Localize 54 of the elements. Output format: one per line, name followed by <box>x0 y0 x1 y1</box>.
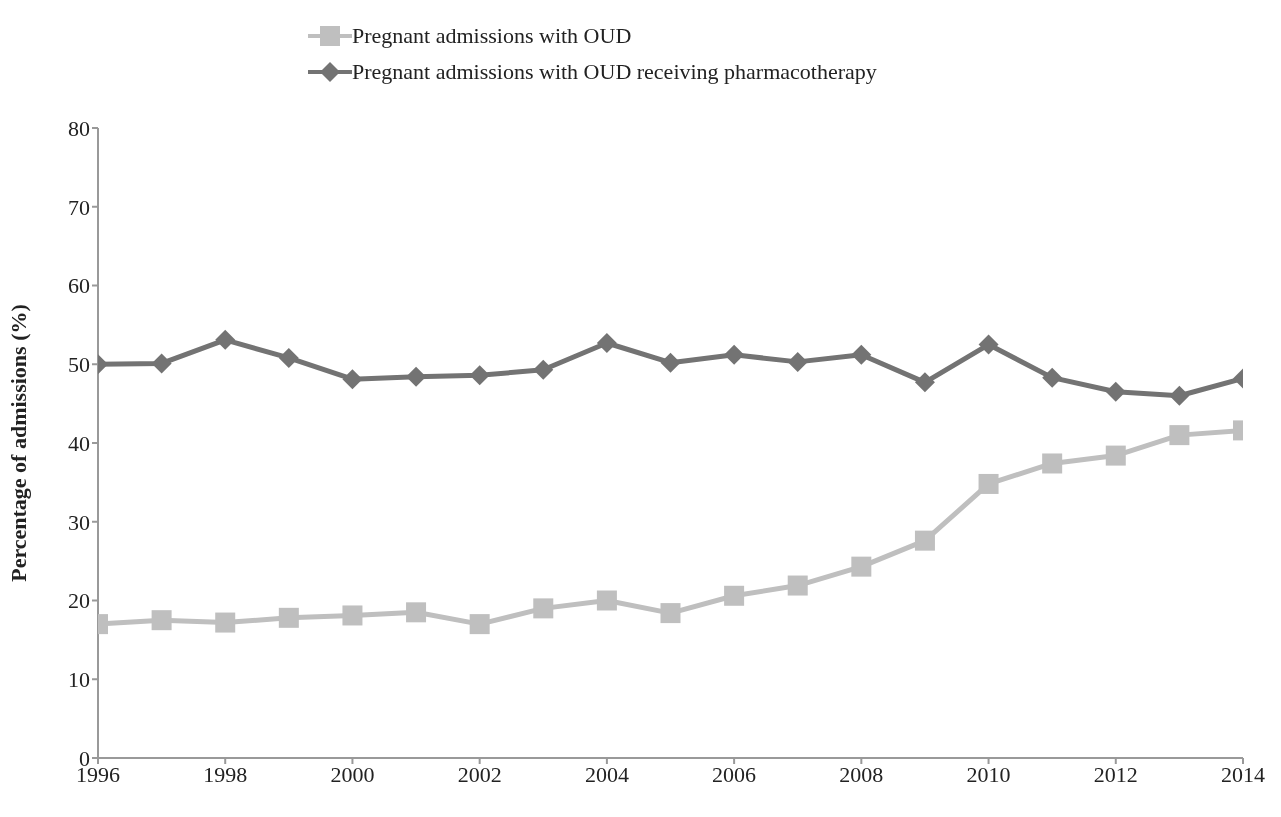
point <box>151 353 172 374</box>
point <box>406 366 427 387</box>
y-axis-title: Percentage of admissions (%) <box>5 304 31 582</box>
x-tick-label: 2002 <box>457 761 502 787</box>
point <box>660 352 681 373</box>
point <box>1042 453 1063 474</box>
x-tick-label: 2004 <box>584 761 629 787</box>
point <box>342 605 363 626</box>
point <box>787 575 808 596</box>
point <box>278 347 299 368</box>
point <box>851 344 872 365</box>
legend-label: Pregnant admissions with OUD receiving pharmacotherapy <box>352 59 877 85</box>
point <box>724 344 745 365</box>
y-tick-label: 50 <box>68 352 90 378</box>
point <box>914 530 935 551</box>
x-tick-label: 2006 <box>712 761 757 787</box>
point <box>215 329 236 350</box>
point <box>851 556 872 577</box>
y-tick-label: 40 <box>68 430 90 456</box>
point <box>596 590 617 611</box>
y-tick-label: 80 <box>68 115 90 141</box>
point <box>469 614 490 635</box>
point <box>724 585 745 606</box>
x-tick-label: 2010 <box>966 761 1011 787</box>
point <box>151 610 172 631</box>
point <box>978 334 999 355</box>
point <box>914 372 935 393</box>
y-tick-label: 70 <box>68 194 90 220</box>
point <box>1169 385 1190 406</box>
point <box>215 612 236 633</box>
point <box>278 607 299 628</box>
y-tick-label: 20 <box>68 588 90 614</box>
point <box>342 369 363 390</box>
point <box>406 602 427 623</box>
legend-label: Pregnant admissions with OUD <box>352 23 632 49</box>
point <box>533 359 554 380</box>
point <box>596 332 617 353</box>
point <box>1042 367 1063 388</box>
y-tick-label: 60 <box>68 273 90 299</box>
point <box>533 598 554 619</box>
x-tick-label: 2012 <box>1093 761 1138 787</box>
point <box>469 365 490 386</box>
x-tick-label: 2014 <box>1221 761 1265 787</box>
x-tick-label: 1998 <box>203 761 248 787</box>
point <box>1105 381 1126 402</box>
x-tick-label: 2000 <box>330 761 375 787</box>
point <box>787 351 808 372</box>
x-tick-label: 2008 <box>839 761 884 787</box>
point <box>978 473 999 494</box>
y-tick-label: 10 <box>68 667 90 693</box>
point <box>1105 445 1126 466</box>
point <box>1169 425 1190 446</box>
point <box>660 603 681 624</box>
y-tick-label: 30 <box>68 509 90 535</box>
